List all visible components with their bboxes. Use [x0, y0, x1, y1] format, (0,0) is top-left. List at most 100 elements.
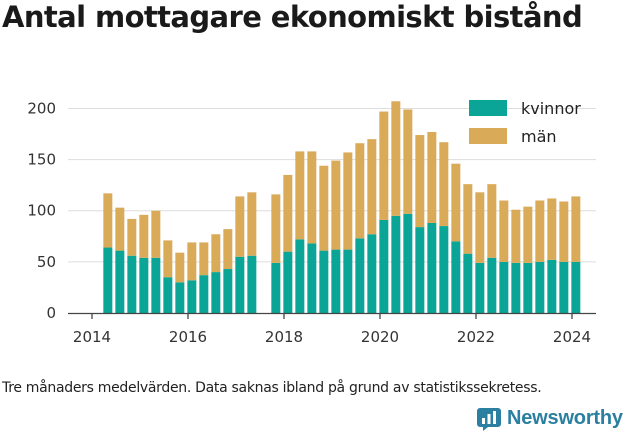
- brand-name: Newsworthy: [507, 406, 623, 429]
- legend-label: män: [521, 127, 557, 146]
- bar-man: [547, 198, 557, 260]
- bar-man: [223, 229, 233, 270]
- bar-kvinnor: [175, 282, 185, 313]
- bar-man: [499, 200, 509, 262]
- bar-kvinnor: [319, 250, 329, 313]
- bar-man: [331, 160, 341, 250]
- axes: 0 50 100 150 200 2014 2016 2018 2020 2022 2024: [27, 99, 596, 346]
- bar-kvinnor: [223, 269, 233, 313]
- bar-kvinnor: [331, 249, 341, 313]
- bar-man: [319, 165, 329, 251]
- bar-man: [115, 207, 125, 251]
- bar-kvinnor: [475, 262, 485, 313]
- bar-man: [163, 240, 173, 278]
- x-tick-label: 2014: [73, 328, 111, 346]
- bar-kvinnor: [307, 243, 317, 313]
- bar-kvinnor: [103, 247, 113, 313]
- bar-man: [403, 109, 413, 214]
- bar-man: [271, 194, 281, 263]
- bar-man: [475, 192, 485, 263]
- bar-man: [463, 184, 473, 254]
- bar-kvinnor: [199, 275, 209, 313]
- chart-title: Antal mottagare ekonomiskt bistånd: [2, 0, 583, 34]
- bar-kvinnor: [151, 257, 161, 313]
- bar-kvinnor: [127, 255, 137, 313]
- bar-kvinnor: [547, 259, 557, 313]
- legend: kvinnor män: [469, 99, 581, 146]
- bar-kvinnor: [487, 257, 497, 313]
- bar-kvinnor: [139, 257, 149, 313]
- bar-man: [283, 174, 293, 252]
- bar-man: [571, 196, 581, 262]
- legend-swatch: [469, 128, 507, 144]
- bar-kvinnor: [511, 262, 521, 313]
- bar-man: [367, 139, 377, 235]
- bar-kvinnor: [439, 226, 449, 313]
- bar-man: [535, 200, 545, 262]
- newsworthy-logo-icon: [477, 408, 501, 431]
- y-tick-label: 100: [27, 202, 56, 220]
- y-tick-label: 0: [46, 304, 56, 322]
- bar-man: [439, 142, 449, 227]
- bar-man: [235, 196, 245, 257]
- bar-kvinnor: [355, 238, 365, 313]
- bar-kvinnor: [559, 261, 569, 313]
- bar-man: [559, 201, 569, 262]
- x-tick-label: 2018: [265, 328, 303, 346]
- bar-kvinnor: [187, 280, 197, 313]
- y-tick-label: 50: [37, 253, 56, 271]
- bar-kvinnor: [427, 223, 437, 313]
- bar-man: [211, 234, 221, 273]
- bar-man: [427, 131, 437, 223]
- x-tick-label: 2022: [457, 328, 495, 346]
- bar-man: [307, 151, 317, 244]
- bar-man: [343, 152, 353, 250]
- y-tick-label: 200: [27, 99, 56, 117]
- bar-man: [451, 163, 461, 242]
- bar-man: [127, 218, 137, 256]
- bar-man: [199, 242, 209, 276]
- bar-man: [151, 210, 161, 258]
- bar-kvinnor: [415, 227, 425, 313]
- bar-kvinnor: [535, 261, 545, 313]
- bar-kvinnor: [271, 262, 281, 313]
- chart-caption: Tre månaders medelvärden. Data saknas ib…: [2, 380, 542, 396]
- bar-kvinnor: [391, 215, 401, 313]
- bar-man: [415, 135, 425, 228]
- bar-kvinnor: [403, 213, 413, 313]
- bar-kvinnor: [247, 255, 257, 313]
- bar-man: [175, 252, 185, 283]
- newsworthy-brand: Newsworthy: [476, 405, 623, 431]
- bar-kvinnor: [379, 219, 389, 313]
- bar-kvinnor: [211, 272, 221, 313]
- legend-swatch: [469, 100, 507, 116]
- bar-kvinnor: [499, 261, 509, 313]
- bar-kvinnor: [295, 239, 305, 313]
- bars: [103, 101, 581, 313]
- bar-kvinnor: [571, 261, 581, 313]
- bar-kvinnor: [283, 251, 293, 313]
- bar-kvinnor: [451, 241, 461, 313]
- y-tick-label: 150: [27, 151, 56, 169]
- bar-man: [103, 193, 113, 248]
- x-tick-label: 2016: [169, 328, 207, 346]
- bar-kvinnor: [367, 234, 377, 313]
- x-tick-label: 2020: [361, 328, 399, 346]
- bar-man: [139, 214, 149, 258]
- bar-kvinnor: [163, 277, 173, 313]
- bar-kvinnor: [523, 262, 533, 313]
- bar-man: [511, 209, 521, 263]
- bar-man: [379, 111, 389, 220]
- bar-man: [187, 242, 197, 281]
- bar-kvinnor: [463, 253, 473, 313]
- bar-man: [391, 101, 401, 216]
- bar-kvinnor: [343, 249, 353, 313]
- bar-man: [355, 143, 365, 239]
- bar-man: [247, 192, 257, 256]
- x-tick-label: 2024: [553, 328, 591, 346]
- bar-man: [295, 151, 305, 240]
- legend-label: kvinnor: [521, 99, 581, 118]
- bar-kvinnor: [115, 250, 125, 313]
- chart: 0 50 100 150 200 2014 2016 2018 2020 2022 2024 kvi…: [27, 99, 596, 346]
- bar-man: [523, 206, 533, 263]
